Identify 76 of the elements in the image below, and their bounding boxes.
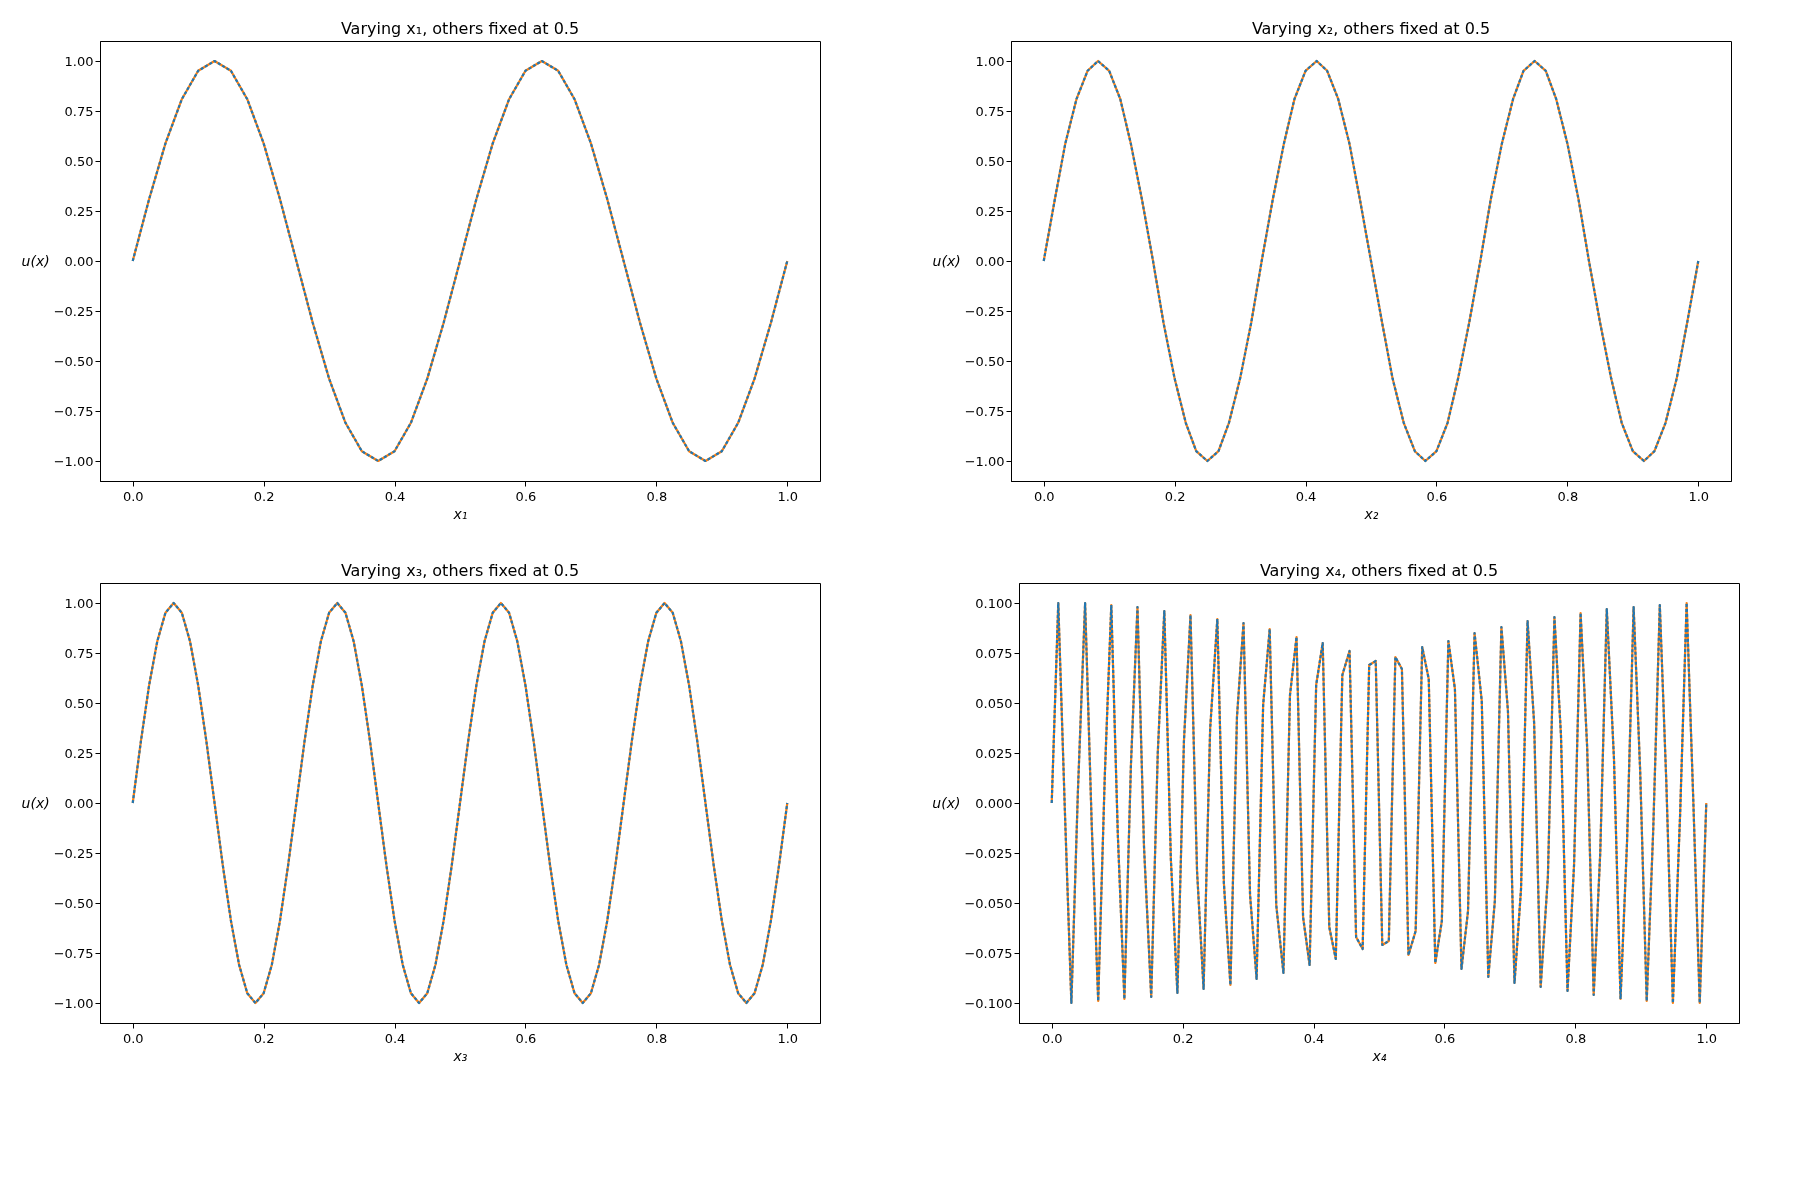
y-tick-label: 1.00 [975,53,1005,69]
x-tick-label: 0.6 [1426,488,1448,504]
x-tick-label: 0.4 [384,488,406,504]
y-tick-label: −0.25 [53,845,94,861]
chart-title: Varying x₃, others fixed at 0.5 [340,561,580,580]
x-tick-label: 0.6 [515,488,537,504]
y-tick-label: 0.00 [975,253,1005,269]
y-tick-label: 0.25 [64,203,94,219]
x-axis-title: x₁ [452,505,468,522]
x-tick-label: 0.8 [646,488,668,504]
y-tick-label: −0.25 [53,303,94,319]
y-tick-label: −0.75 [53,403,94,419]
x-tick-label: 1.0 [777,1030,799,1046]
line-series [1042,59,1700,463]
y-tick-label: −1.00 [53,995,94,1011]
y-tick-label: 0.75 [64,103,94,119]
y-tick-label: 0.075 [975,645,1013,661]
line-series [1050,601,1708,1005]
y-tick-label: 0.025 [975,745,1013,761]
line-series [131,59,789,463]
x-tick-label: 0.0 [122,1030,144,1046]
y-tick-label: 0.50 [64,153,94,169]
x-tick-label: 1.0 [1696,1030,1718,1046]
y-tick-label: −0.50 [964,353,1005,369]
x-tick-label: 1.0 [1688,488,1710,504]
y-tick-label: −0.75 [964,403,1005,419]
x-tick-label: 0.2 [1164,488,1186,504]
chart-title: Varying x₄, others fixed at 0.5 [1259,561,1499,580]
x-tick-label: 0.8 [1565,1030,1587,1046]
x-tick-label: 0.8 [1557,488,1579,504]
y-tick-label: −0.025 [964,845,1013,861]
x-tick-label: 0.2 [1172,1030,1194,1046]
x-tick-label: 0.2 [253,488,275,504]
x-tick-label: 0.0 [122,488,144,504]
x-tick-label: 0.0 [1033,488,1055,504]
y-axis-title: u(x) [932,252,961,269]
y-tick-label: 0.00 [64,253,94,269]
x-tick-label: 0.8 [646,1030,668,1046]
y-tick-label: −1.00 [53,453,94,469]
chart-title: Varying x₁, others fixed at 0.5 [340,19,580,38]
y-tick-label: 0.050 [975,695,1013,711]
y-axis-title: u(x) [21,794,50,811]
y-tick-label: 0.25 [975,203,1005,219]
x-tick-label: 0.4 [1303,1030,1325,1046]
chart-title: Varying x₂, others fixed at 0.5 [1251,19,1491,38]
y-tick-label: −0.50 [53,895,94,911]
x-tick-label: 0.2 [253,1030,275,1046]
x-axis-title: x₄ [1371,1047,1387,1064]
x-tick-label: 0.6 [1434,1030,1456,1046]
y-tick-label: −0.050 [964,895,1013,911]
y-tick-label: −0.75 [53,945,94,961]
y-axis-title: u(x) [21,252,50,269]
y-tick-label: 0.50 [64,695,94,711]
x-tick-label: 0.0 [1041,1030,1063,1046]
y-tick-label: −1.00 [964,453,1005,469]
y-tick-label: 0.100 [975,595,1013,611]
x-tick-label: 0.4 [384,1030,406,1046]
y-tick-label: −0.075 [964,945,1013,961]
y-tick-label: 0.00 [64,795,94,811]
x-axis-title: x₂ [1363,505,1379,522]
y-tick-label: 0.75 [975,103,1005,119]
y-tick-label: 1.00 [64,53,94,69]
y-axis-title: u(x) [932,794,961,811]
y-tick-label: 0.25 [64,745,94,761]
line-series [131,601,789,1005]
y-tick-label: 0.75 [64,645,94,661]
x-axis-title: x₃ [452,1047,468,1064]
x-tick-label: 0.4 [1295,488,1317,504]
y-tick-label: −0.50 [53,353,94,369]
y-tick-label: 0.000 [975,795,1013,811]
x-tick-label: 0.6 [515,1030,537,1046]
x-tick-label: 1.0 [777,488,799,504]
y-tick-label: 0.50 [975,153,1005,169]
y-tick-label: −0.25 [964,303,1005,319]
y-tick-label: 1.00 [64,595,94,611]
y-tick-label: −0.100 [964,995,1013,1011]
